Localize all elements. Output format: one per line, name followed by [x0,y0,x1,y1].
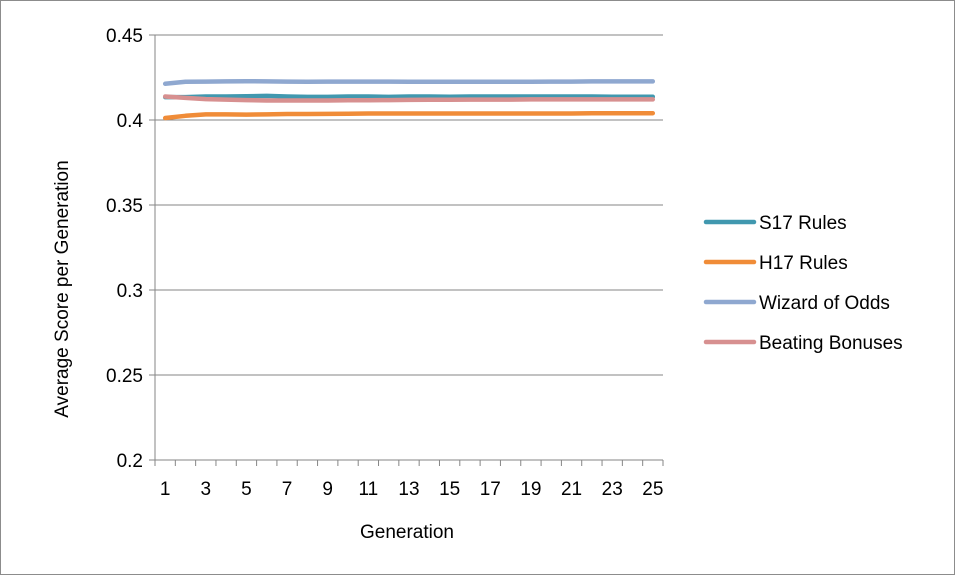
x-tick-label: 23 [602,479,623,500]
y-tick-label: 0.3 [117,281,143,302]
series-line-beating-bonuses [162,94,656,103]
series-line-wizard-of-odds [162,78,656,87]
legend-label: H17 Rules [759,253,848,274]
x-tick-label: 17 [480,479,501,500]
x-axis-title: Generation [360,522,454,543]
y-tick-labels: 0.2 0.25 0.3 0.35 0.4 0.45 [106,26,143,472]
y-axis-title: Average Score per Generation [52,160,73,417]
axes [149,34,664,466]
x-tick-label: 1 [160,479,171,500]
x-tick-label: 5 [241,479,252,500]
y-tick-label: 0.35 [106,196,143,217]
legend-label: Wizard of Odds [759,293,890,314]
y-tick-label: 0.45 [106,26,143,47]
x-tick-label: 21 [561,479,582,500]
y-tick-label: 0.25 [106,366,143,387]
legend-label: Beating Bonuses [759,333,903,354]
x-tick-label: 13 [398,479,419,500]
y-tick-label: 0.4 [117,111,144,132]
x-tick-label: 9 [322,479,333,500]
x-tick-label: 7 [282,479,293,500]
x-tick-labels: 1 3 5 7 9 11 13 15 17 19 21 23 25 [160,479,664,500]
x-tick-label: 15 [439,479,460,500]
x-tick-label: 11 [358,479,378,500]
x-tick-label: 19 [520,479,541,500]
legend: S17 Rules H17 Rules Wizard of Odds Beating … [703,213,903,354]
series-lines [162,78,656,121]
gridlines [155,34,663,376]
x-tick-label: 3 [201,479,212,500]
y-tick-label: 0.2 [117,451,143,472]
series-line-s17-rules [162,93,656,100]
x-tick-label: 25 [642,479,663,500]
legend-label: S17 Rules [759,213,847,234]
series-line-h17-rules [162,110,656,121]
